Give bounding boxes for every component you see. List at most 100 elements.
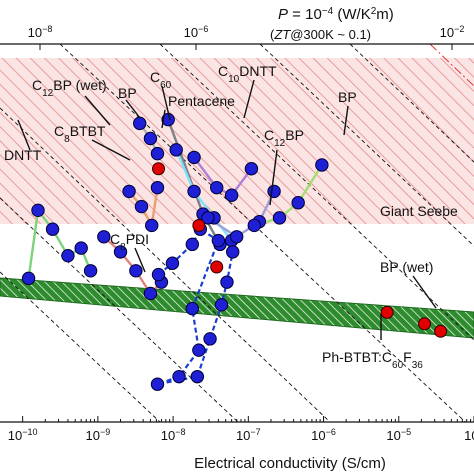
data-point-dntt <box>83 264 98 278</box>
data-point-c8pdi <box>226 245 240 259</box>
data-point-c12bp <box>229 230 244 244</box>
series-line-c12bp-wet- <box>128 187 159 230</box>
series-line-c12bp <box>207 190 276 239</box>
data-point-c8pdi <box>172 369 186 384</box>
annotation-c12bp-wet-: C12BP (wet) <box>32 77 107 99</box>
data-point-c8pdi <box>150 377 165 391</box>
data-point-c8pdi <box>192 343 206 357</box>
data-point-red <box>152 162 166 176</box>
data-point-c12bp-wet- <box>122 184 136 199</box>
green-band <box>0 277 474 339</box>
annotation-c12bp: C12BP <box>264 127 304 149</box>
data-point-c10dntt <box>224 188 239 202</box>
data-point-dntt <box>31 203 45 218</box>
data-point-c8pdi <box>214 298 229 312</box>
annotation-arrow <box>17 119 31 151</box>
data-point-c8pdi <box>220 275 234 289</box>
data-point-c10dntt <box>210 180 224 195</box>
data-point-bp <box>150 146 165 161</box>
x-tick-label: 10−7 <box>236 427 261 443</box>
data-point-c8pdi <box>211 233 226 248</box>
data-point-bp-2 <box>291 196 305 210</box>
annotation-arrow <box>91 139 131 161</box>
data-point-c12bp-wet- <box>150 180 165 195</box>
annotation-arrow <box>134 247 146 273</box>
annotation-arrow <box>161 85 171 121</box>
data-point-dntt <box>74 241 88 255</box>
data-point-pentacene <box>169 143 183 157</box>
data-point-c8btbt <box>143 286 158 301</box>
data-point-c8pdi <box>165 256 180 270</box>
annotation-arrow <box>125 99 141 119</box>
power-guide-line <box>349 44 474 163</box>
data-point-c10dntt <box>244 162 259 176</box>
x-tick-label: 10−5 <box>386 427 411 443</box>
annotation-bp-left: BP <box>118 85 137 101</box>
annotation-c8btbt: C8BTBT <box>54 123 106 145</box>
data-point-bp <box>133 116 147 131</box>
annotation-c10dntt: C10DNTT <box>218 63 277 85</box>
x-tick-label: 10−9 <box>86 427 111 443</box>
power-guide-line <box>159 44 474 341</box>
data-point-bp <box>143 131 158 146</box>
power-guide-line <box>0 107 331 422</box>
data-point-dntt <box>21 271 36 286</box>
data-point-c8pdi <box>185 237 199 252</box>
data-point-red <box>418 317 432 331</box>
annotation-arrow <box>84 95 111 126</box>
data-point-bp-2 <box>247 218 261 233</box>
annotation-giant-seebeck: Giant Seebe <box>380 203 458 219</box>
x-tick-label: 10−10 <box>8 427 38 443</box>
data-point-bp-2 <box>315 158 329 172</box>
data-point-c12bp <box>267 184 281 199</box>
annotation-pentacene: Pentacene <box>168 93 235 109</box>
data-point-c8btbt <box>97 230 111 244</box>
top-axis-sublabel: (ZT@300K ~ 0.1) <box>270 27 371 42</box>
annotation-ph-btbt-c60f36: Ph-BTBT:C60F36 <box>322 349 423 371</box>
top-tick-label: 10−2 <box>440 24 465 40</box>
data-point-pentacene <box>187 184 201 199</box>
x-axis-title: Electrical conductivity (S/cm) <box>194 455 386 472</box>
data-point-dntt <box>61 248 75 263</box>
data-point-c12bp <box>201 211 215 225</box>
series-line-bp-2 <box>253 164 323 227</box>
data-point-red <box>192 218 206 232</box>
data-point-c10dntt <box>187 150 201 165</box>
annotation-arrow <box>161 109 166 129</box>
data-point-bp-2 <box>272 211 287 225</box>
series-line-c10dntt <box>193 156 253 197</box>
annotation-bp-right: BP <box>338 89 357 105</box>
data-point-red <box>380 305 394 319</box>
annotation-arrow <box>412 275 437 309</box>
data-point-red <box>210 260 224 274</box>
annotation-dntt: DNTT <box>4 147 42 163</box>
data-point-c12bp-wet- <box>134 199 149 214</box>
data-point-red <box>434 324 448 338</box>
top-tick-label: 10−6 <box>184 24 209 40</box>
power-guide-line <box>429 44 474 87</box>
data-point-c8pdi <box>190 369 205 384</box>
x-tick-label: 10−8 <box>161 427 186 443</box>
annotation-arrow <box>343 105 349 136</box>
data-point-c12bp-wet- <box>145 218 159 233</box>
annotation-arrow <box>269 149 278 206</box>
x-tick-label: 10−6 <box>311 427 336 443</box>
data-point-c8pdi <box>151 267 166 282</box>
series-line-pentacene <box>175 149 233 242</box>
power-guide-line <box>0 197 239 422</box>
annotation-arrow <box>243 79 255 119</box>
annotation-bp-wet-: BP (wet) <box>380 259 433 275</box>
top-axis-label: P = 10−4 (W/K2m) <box>278 6 394 24</box>
data-point-c8btbt <box>129 264 143 278</box>
power-guide-line <box>59 44 467 422</box>
power-guide-line <box>259 44 474 247</box>
data-point-c8pdi <box>185 301 199 316</box>
data-point-c8pdi <box>203 332 217 346</box>
power-guide-line <box>0 271 161 422</box>
data-point-c8btbt <box>113 245 128 259</box>
top-tick-label: 10−8 <box>28 24 53 40</box>
x-tick-label: 10− <box>464 427 474 443</box>
data-point-dntt <box>45 222 60 236</box>
annotation-c60: C60 <box>150 69 172 91</box>
